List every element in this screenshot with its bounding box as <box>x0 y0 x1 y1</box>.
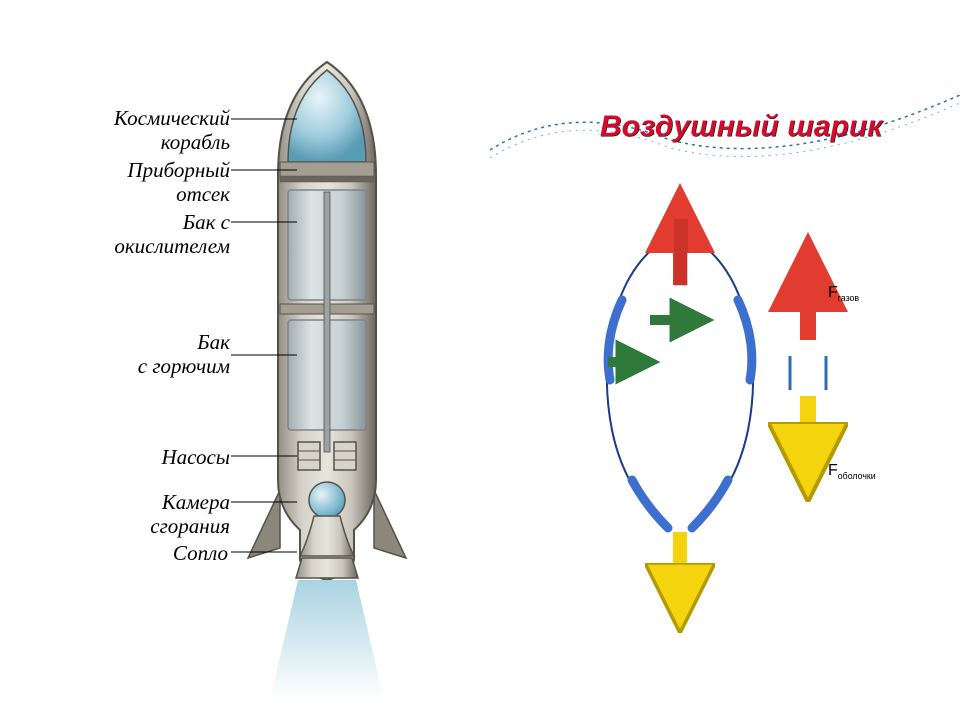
rocket-fin-left <box>248 490 280 558</box>
label-line1: Приборный <box>127 158 230 182</box>
force-letter: F <box>828 462 838 479</box>
label-line1: Камера <box>162 490 230 514</box>
pump-right <box>334 442 356 470</box>
rocket-label-5: Камерасгорания <box>118 490 230 538</box>
balloon-svg <box>490 0 960 720</box>
rocket-label-4: Насосы <box>130 445 230 469</box>
rocket-fin-right <box>374 490 406 558</box>
label-line1: Сопло <box>173 541 228 565</box>
label-line2: корабль <box>161 130 230 154</box>
label-line2: окислителем <box>114 234 230 258</box>
rocket-label-6: Сопло <box>148 541 228 565</box>
force-label-0: Fгазов <box>828 284 859 303</box>
central-pipe <box>324 192 330 452</box>
rocket-label-3: Бакс горючим <box>100 330 230 378</box>
label-line1: Бак <box>197 330 230 354</box>
combustion-chamber <box>309 482 345 518</box>
exhaust-plume <box>270 580 384 700</box>
label-line1: Бак с <box>183 210 230 234</box>
pump-left <box>298 442 320 470</box>
label-line1: Насосы <box>161 445 230 469</box>
force-subscript: оболочки <box>838 471 876 481</box>
label-line2: отсек <box>176 182 230 206</box>
rocket-diagram: КосмическийкорабльПриборныйотсекБак соки… <box>0 0 490 720</box>
rocket-label-2: Бак сокислителем <box>80 210 230 258</box>
rocket-label-1: Приборныйотсек <box>104 158 230 206</box>
rocket-nose-window <box>288 70 366 162</box>
force-label-1: Fоболочки <box>828 462 876 481</box>
label-line1: Космический <box>114 106 230 130</box>
balloon-diagram: Воздушный шарик FгазовFоболочки <box>490 0 960 720</box>
force-letter: F <box>828 284 838 301</box>
label-line2: с горючим <box>138 354 230 378</box>
rocket-label-0: Космическийкорабль <box>70 106 230 154</box>
label-line2: сгорания <box>150 514 230 538</box>
balloon-title: Воздушный шарик <box>600 110 882 144</box>
force-subscript: газов <box>838 293 859 303</box>
